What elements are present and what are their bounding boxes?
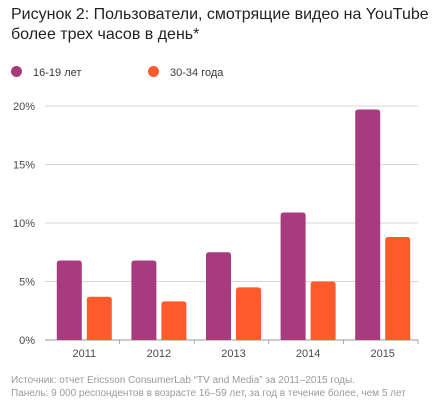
bar-30-34-2015 xyxy=(385,237,411,340)
y-tick-label: 15% xyxy=(13,160,35,172)
x-tick-label: 2015 xyxy=(370,348,394,360)
legend-swatch-30-34 xyxy=(148,66,159,77)
x-tick-label: 2014 xyxy=(296,348,320,360)
bar-16-19-2015 xyxy=(355,109,381,340)
y-tick-label: 10% xyxy=(13,218,35,230)
bar-chart: 0% 5% 10% 15% 20% 2011 2012 2013 2014 2015 xyxy=(13,101,419,360)
bar-16-19-2011 xyxy=(56,260,82,340)
legend-swatch-16-19 xyxy=(11,66,22,77)
legend-label-16-19: 16-19 лет xyxy=(33,67,82,79)
y-tick-label: 0% xyxy=(19,335,35,347)
y-tick-label: 5% xyxy=(19,277,35,289)
bar-30-34-2014 xyxy=(310,281,336,340)
bar-16-19-2014 xyxy=(280,212,306,340)
chart-footnote: Источник: отчет Ericsson ConsumerLab “TV… xyxy=(11,375,441,400)
bar-30-34-2013 xyxy=(236,287,261,340)
footnote-panel: Панель: 9 000 респондентов в возрасте 16… xyxy=(11,387,406,399)
chart-title: Рисунок 2: Пользователи, смотрящие видео… xyxy=(11,6,429,43)
legend-label-30-34: 30-34 года xyxy=(170,67,224,79)
bar-30-34-2012 xyxy=(161,301,187,340)
x-tick-label: 2011 xyxy=(72,348,96,360)
x-tick-label: 2012 xyxy=(147,348,171,360)
footnote-source: Источник: отчет Ericsson ConsumerLab “TV… xyxy=(11,375,355,386)
x-tick-label: 2013 xyxy=(221,348,245,360)
y-tick-label: 20% xyxy=(13,101,35,113)
bar-16-19-2013 xyxy=(206,252,231,340)
legend-item-16-19: 16-19 лет xyxy=(11,66,81,80)
legend-item-30-34: 30-34 года xyxy=(148,66,223,80)
bar-30-34-2011 xyxy=(86,296,112,340)
bar-16-19-2012 xyxy=(131,260,157,340)
